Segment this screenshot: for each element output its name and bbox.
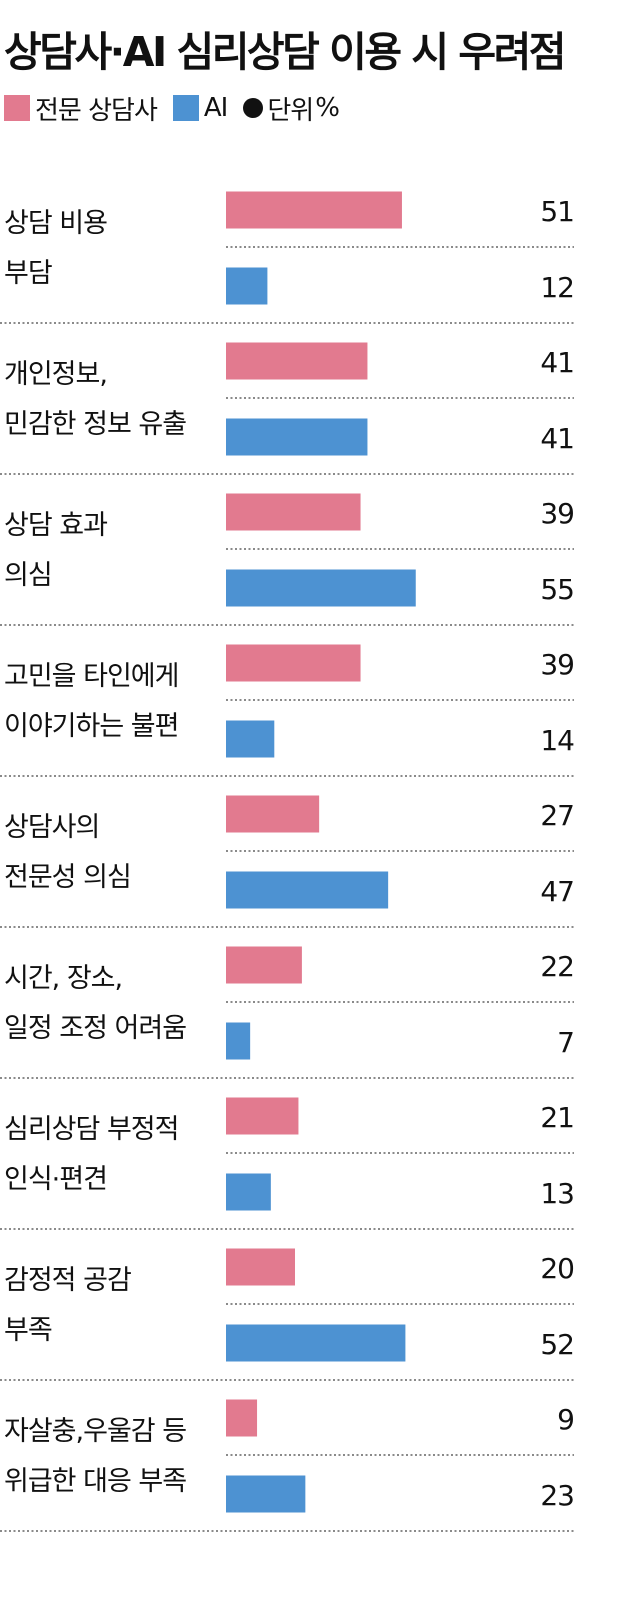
value-label-ai: 12 (540, 271, 574, 304)
category-label: 감정적 공감 (4, 1265, 131, 1296)
value-label-ai: 14 (540, 724, 574, 757)
value-label-ai: 23 (540, 1479, 574, 1512)
bar-counselor (226, 342, 368, 380)
value-label-ai: 13 (540, 1177, 574, 1210)
bar-counselor (226, 191, 402, 229)
value-label-counselor: 51 (540, 195, 574, 228)
value-label-counselor: 9 (557, 1403, 574, 1436)
category-label: 심리상담 부정적 (4, 1114, 178, 1145)
category-label: 시간, 장소, (4, 963, 122, 994)
bar-ai (226, 569, 416, 607)
value-label-counselor: 41 (540, 346, 574, 379)
bar-counselor (226, 1248, 295, 1286)
value-label-ai: 47 (540, 875, 574, 908)
category-label: 자살충,우울감 등 (4, 1416, 186, 1447)
bar-ai (226, 720, 275, 758)
value-label-ai: 55 (540, 573, 574, 606)
bar-ai (226, 418, 368, 456)
category-label: 이야기하는 불편 (4, 711, 178, 742)
bar-counselor (226, 644, 361, 682)
legend-swatch-ai (172, 95, 199, 121)
category-label: 일정 조정 어려움 (4, 1013, 186, 1044)
category-label: 상담 효과 (4, 510, 107, 541)
bar-counselor (226, 946, 302, 984)
value-label-counselor: 20 (540, 1252, 574, 1285)
category-label: 개인정보, (4, 359, 107, 390)
value-label-counselor: 27 (540, 799, 574, 832)
legend-label-ai: AI (203, 93, 228, 123)
unit-value: % (315, 93, 340, 123)
unit-label: 단위 (267, 95, 314, 126)
bar-ai (226, 1475, 306, 1513)
bar-counselor (226, 1399, 258, 1437)
legend-item-counselor: 전문 상담사 (4, 90, 158, 127)
bar-counselor (226, 493, 361, 531)
bar-counselor (226, 1097, 299, 1135)
bar-counselor (226, 795, 320, 833)
legend-swatch-counselor (4, 95, 30, 121)
value-label-counselor: 39 (540, 497, 574, 530)
value-label-ai: 52 (540, 1328, 574, 1361)
category-label: 전문성 의심 (4, 862, 131, 893)
category-label: 의심 (4, 560, 52, 591)
legend-unit: 단위 % (243, 90, 340, 127)
category-label: 상담 비용 (4, 208, 107, 239)
bullet-icon (243, 98, 264, 118)
category-label: 위급한 대응 부족 (4, 1466, 186, 1497)
legend-item-ai: AI (172, 93, 228, 123)
bar-ai (226, 1324, 406, 1362)
legend-label-counselor: 전문 상담사 (35, 95, 158, 126)
legend: 전문 상담사 AI 단위 % (4, 90, 355, 126)
category-label: 인식·편견 (4, 1164, 107, 1195)
category-label: 부족 (4, 1315, 52, 1346)
value-label-counselor: 21 (540, 1101, 574, 1134)
bar-ai (226, 1173, 271, 1211)
value-label-ai: 41 (540, 422, 574, 455)
value-label-counselor: 22 (540, 950, 574, 983)
bar-ai (226, 1022, 251, 1060)
value-label-ai: 7 (557, 1026, 574, 1059)
category-label: 고민을 타인에게 (4, 661, 178, 692)
category-label: 부담 (4, 258, 52, 289)
bar-ai (226, 267, 268, 305)
value-label-counselor: 39 (540, 648, 574, 681)
bar-ai (226, 871, 389, 909)
category-label: 민감한 정보 유출 (4, 409, 186, 440)
category-label: 상담사의 (4, 812, 99, 843)
chart-title: 상담사·AI 심리상담 이용 시 우려점 (4, 28, 567, 76)
